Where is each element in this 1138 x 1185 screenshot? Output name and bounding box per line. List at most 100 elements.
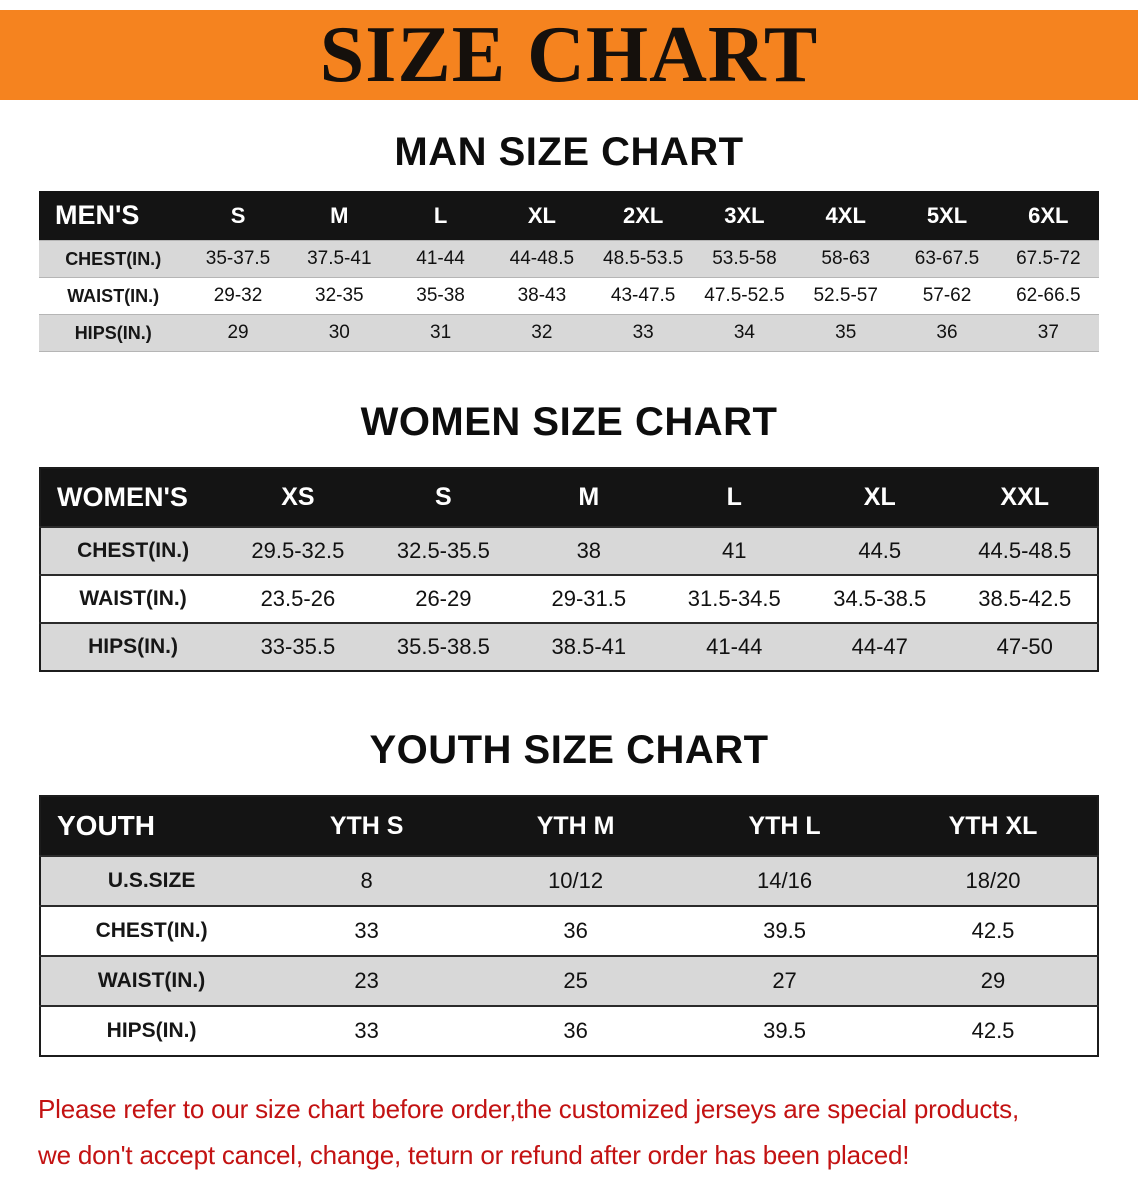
table-cell: 31: [430, 322, 452, 343]
column-header: 2XL: [592, 191, 694, 241]
table-cell: 38.5-41: [551, 634, 627, 659]
table-cell: 34: [733, 322, 755, 343]
row-label: U.S.SIZE: [107, 869, 196, 892]
table-cell: 26-29: [415, 586, 472, 611]
table-cell: 32.5-35.5: [396, 538, 490, 563]
row-label: WAIST(IN.): [79, 587, 187, 610]
row-label: WAIST(IN.): [97, 969, 206, 992]
column-header: YTH M: [471, 796, 681, 856]
table-cell: 29-31.5: [551, 586, 627, 611]
table-cell: 39.5: [763, 918, 806, 943]
table-cell: 29-32: [213, 285, 263, 306]
youth-size-table: YOUTH YTH S YTH M YTH L YTH XL U.S.SIZE 8 10/12…: [39, 795, 1099, 1057]
table-row: WAIST(IN.) 29-32 32-35 35-38 38-43 43-47.5 47.…: [39, 277, 1099, 315]
column-header: YTH XL: [889, 796, 1098, 856]
table-cell: 57-62: [922, 285, 972, 306]
mens-size-table: MEN'S S M L XL 2XL 3XL 4XL 5XL 6XL CHEST(IN.) 35-37…: [39, 191, 1099, 352]
table-row: HIPS(IN.) 29 30 31 32 33 34 35 36 37: [39, 314, 1099, 352]
table-row: U.S.SIZE 8 10/12 14/16 18/20: [40, 856, 1098, 906]
table-header-row: WOMEN'S XS S M L XL XXL: [40, 468, 1098, 527]
womens-size-table: WOMEN'S XS S M L XL XXL CHEST(IN.) 29.5-32.5 32.5…: [39, 467, 1099, 672]
table-cell: 36: [563, 918, 588, 943]
table-cell: 52.5-57: [813, 285, 878, 306]
table-cell: 37.5-41: [307, 248, 372, 269]
table-cell: 37: [1037, 322, 1059, 343]
table-cell: 23.5-26: [260, 586, 336, 611]
column-header: XL: [807, 468, 953, 527]
disclaimer: Please refer to our size chart before or…: [38, 1093, 1100, 1173]
women-size-chart-heading: WOMEN SIZE CHART: [360, 400, 778, 444]
table-cell: 33: [354, 918, 379, 943]
column-header: XS: [225, 468, 371, 527]
table-cell: 53.5-58: [712, 248, 777, 269]
table-cell: 8: [360, 868, 373, 893]
table-cell: 36: [936, 322, 958, 343]
table-cell: 33: [354, 1018, 379, 1043]
column-header: L: [661, 468, 808, 527]
table-cell: 10/12: [548, 868, 604, 893]
table-cell: 32: [531, 322, 553, 343]
table-cell: 39.5: [763, 1018, 806, 1043]
row-label: CHEST(IN.): [65, 248, 162, 269]
column-header: L: [389, 191, 492, 241]
table-cell: 43-47.5: [610, 285, 676, 306]
table-cell: 32-35: [315, 285, 364, 306]
table-cell: 35-38: [416, 285, 465, 306]
column-header: 3XL: [693, 191, 796, 241]
table-cell: 44.5-48.5: [978, 538, 1072, 563]
table-cell: 25: [563, 968, 588, 993]
row-label: HIPS(IN.): [106, 1019, 197, 1042]
table-cell: 44.5: [858, 538, 902, 563]
disclaimer-line-2: we don't accept cancel, change, teturn o…: [38, 1139, 910, 1170]
row-label: CHEST(IN.): [77, 539, 190, 562]
column-header: S: [370, 468, 517, 527]
row-label: HIPS(IN.): [88, 635, 178, 658]
column-header: XXL: [952, 468, 1098, 527]
size-chart-page: SIZE CHART MAN SIZE CHART MEN'S S M L XL 2XL 3…: [0, 10, 1138, 1173]
youth-size-chart-heading: YOUTH SIZE CHART: [369, 728, 769, 772]
table-cell: 23: [354, 968, 379, 993]
table-cell: 62-66.5: [1016, 285, 1081, 306]
table-cell: 29: [980, 968, 1006, 993]
table-cell: 63-67.5: [914, 248, 980, 269]
table-cell: 18/20: [965, 868, 1021, 893]
table-corner-label: WOMEN'S: [40, 468, 226, 527]
row-label: CHEST(IN.): [95, 919, 208, 942]
table-cell: 34.5-38.5: [833, 586, 927, 611]
table-cell: 31.5-34.5: [687, 586, 781, 611]
table-corner-label: MEN'S: [39, 191, 188, 241]
table-cell: 36: [563, 1018, 588, 1043]
youth-size-chart-section: YOUTH SIZE CHART YOUTH YTH S YTH M YTH L YTH…: [0, 728, 1138, 1057]
table-cell: 33: [632, 322, 654, 343]
table-row: CHEST(IN.) 35-37.5 37.5-41 41-44 44-48.5 48.5…: [39, 240, 1099, 278]
table-row: HIPS(IN.) 33 36 39.5 42.5: [40, 1006, 1098, 1056]
table-cell: 41-44: [706, 634, 763, 659]
table-cell: 29.5-32.5: [251, 538, 345, 563]
page-title: SIZE CHART: [319, 11, 819, 99]
table-cell: 38: [576, 538, 602, 563]
banner: SIZE CHART: [0, 10, 1138, 100]
column-header: 4XL: [795, 191, 897, 241]
table-row: CHEST(IN.) 29.5-32.5 32.5-35.5 38 41 44.5 44.5…: [40, 527, 1098, 575]
table-cell: 35.5-38.5: [396, 634, 490, 659]
table-cell: 42.5: [971, 1018, 1015, 1043]
table-cell: 29: [227, 322, 249, 343]
disclaimer-line-1: Please refer to our size chart before or…: [38, 1094, 1020, 1124]
column-header: YTH S: [262, 796, 472, 856]
column-header: M: [516, 468, 662, 527]
table-row: CHEST(IN.) 33 36 39.5 42.5: [40, 906, 1098, 956]
table-cell: 41: [722, 538, 747, 563]
table-cell: 58-63: [821, 248, 871, 269]
table-cell: 38-43: [517, 285, 567, 306]
column-header: XL: [491, 191, 593, 241]
table-cell: 27: [772, 968, 797, 993]
table-cell: 35-37.5: [205, 248, 271, 269]
table-cell: 48.5-53.5: [603, 248, 684, 269]
column-header: 5XL: [896, 191, 998, 241]
table-cell: 33-35.5: [260, 634, 336, 659]
table-cell: 44-47: [851, 634, 908, 659]
column-header: M: [288, 191, 390, 241]
row-label: HIPS(IN.): [74, 322, 152, 343]
man-size-chart-heading: MAN SIZE CHART: [394, 130, 744, 174]
table-cell: 47-50: [996, 634, 1053, 659]
